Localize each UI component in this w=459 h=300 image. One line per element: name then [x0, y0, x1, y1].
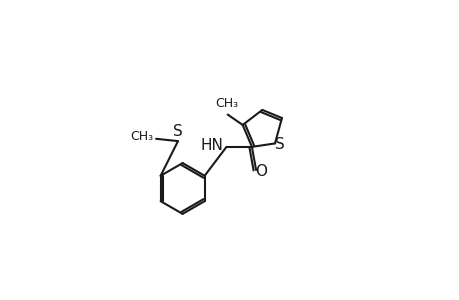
Text: S: S: [274, 137, 285, 152]
Text: S: S: [173, 124, 183, 139]
Text: CH₃: CH₃: [130, 130, 153, 143]
Text: CH₃: CH₃: [214, 98, 238, 110]
Text: HN: HN: [200, 138, 223, 153]
Text: O: O: [254, 164, 266, 178]
